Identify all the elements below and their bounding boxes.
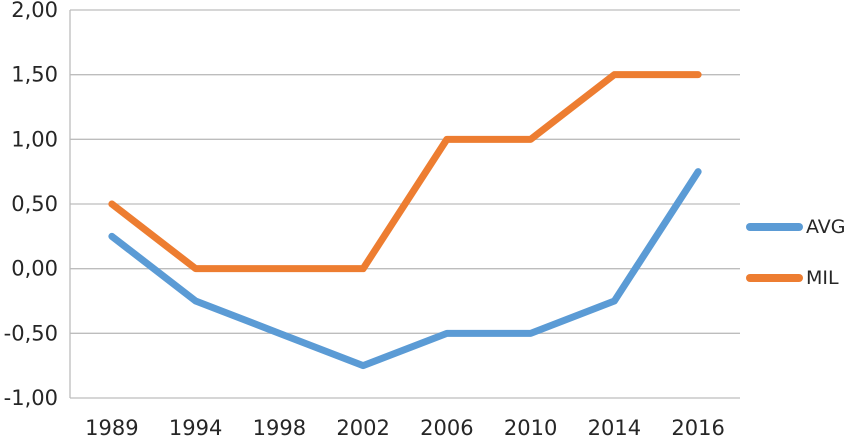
y-axis-tick-label: 1,00 (11, 127, 58, 151)
y-axis-tick-label: 0,00 (11, 257, 58, 281)
x-axis-tick-label: 1994 (169, 416, 222, 440)
x-axis-tick-label: 2002 (336, 416, 389, 440)
series-line-mil (108, 71, 702, 273)
y-axis-tick-label: -0,50 (4, 321, 58, 345)
y-axis-tick-label: -1,00 (4, 386, 58, 410)
legend-line-sample-avg (746, 223, 803, 231)
legend-line-sample-mil (746, 274, 803, 282)
y-axis-tick-label: 0,50 (11, 192, 58, 216)
x-axis-tick-label: 2006 (420, 416, 473, 440)
legend-item-mil: MIL (746, 266, 846, 290)
x-axis-tick-label: 2010 (504, 416, 557, 440)
x-axis-tick-label: 1998 (253, 416, 306, 440)
legend: AVG MIL (746, 215, 846, 290)
y-axis-tick-label: 2,00 (11, 0, 58, 22)
legend-label-mil: MIL (806, 267, 839, 289)
legend-label-avg: AVG (806, 216, 846, 238)
x-axis-tick-label: 2014 (588, 416, 641, 440)
x-axis-tick-label: 2016 (671, 416, 724, 440)
y-axis-tick-label: 1,50 (11, 63, 58, 87)
legend-item-avg: AVG (746, 215, 846, 239)
x-axis-tick-label: 1989 (85, 416, 138, 440)
series-line-avg (108, 168, 702, 370)
